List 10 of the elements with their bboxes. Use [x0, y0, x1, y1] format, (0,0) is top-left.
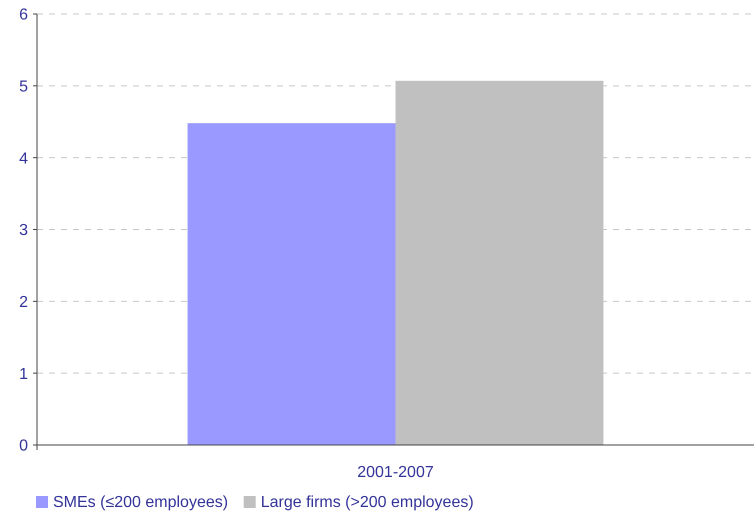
y-tick-label: 6: [19, 6, 28, 24]
y-tick-label: 3: [19, 222, 28, 240]
x-tick-label: 2001-2007: [357, 464, 434, 481]
y-tick-label: 5: [19, 78, 28, 96]
y-tick-label: 1: [19, 366, 28, 383]
legend-label: Large firms (>200 employees): [260, 494, 474, 511]
y-tick-label: 0: [19, 438, 28, 455]
y-tick-label: 2: [19, 294, 28, 311]
y-tick-label: 4: [19, 150, 28, 168]
legend-label: SMEs (≤200 employees): [53, 494, 228, 511]
